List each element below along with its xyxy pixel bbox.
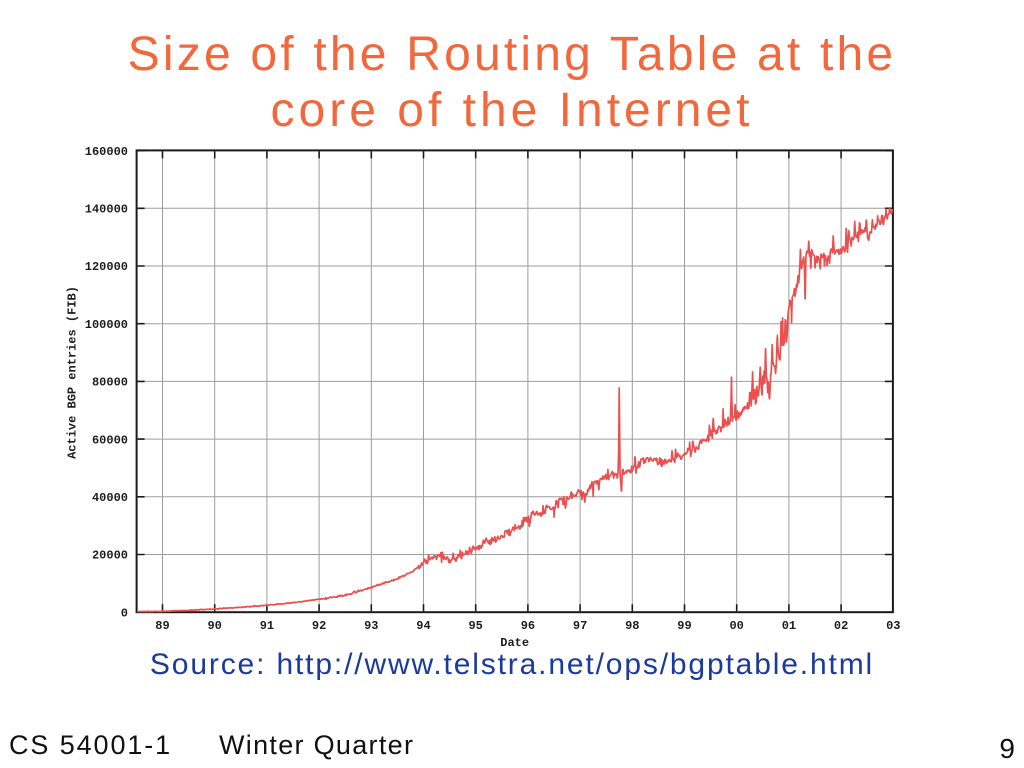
svg-text:160000: 160000 xyxy=(85,145,128,159)
svg-text:120000: 120000 xyxy=(85,260,128,274)
svg-text:20000: 20000 xyxy=(92,549,128,563)
svg-text:0: 0 xyxy=(121,606,128,620)
svg-text:95: 95 xyxy=(468,619,482,633)
svg-text:Active BGP entries (FIB): Active BGP entries (FIB) xyxy=(66,286,80,459)
svg-text:80000: 80000 xyxy=(92,376,128,390)
svg-text:140000: 140000 xyxy=(85,203,128,217)
svg-text:90: 90 xyxy=(207,619,221,633)
svg-text:97: 97 xyxy=(573,619,587,633)
svg-text:01: 01 xyxy=(782,619,796,633)
svg-text:Date: Date xyxy=(500,636,529,650)
svg-text:60000: 60000 xyxy=(92,433,128,447)
svg-text:89: 89 xyxy=(155,619,169,633)
svg-text:92: 92 xyxy=(312,619,326,633)
svg-text:99: 99 xyxy=(677,619,691,633)
svg-text:93: 93 xyxy=(364,619,378,633)
svg-text:100000: 100000 xyxy=(85,318,128,332)
svg-text:98: 98 xyxy=(625,619,639,633)
svg-text:03: 03 xyxy=(886,619,900,633)
svg-text:91: 91 xyxy=(260,619,274,633)
svg-text:00: 00 xyxy=(729,619,743,633)
svg-text:94: 94 xyxy=(416,619,430,633)
svg-text:96: 96 xyxy=(521,619,535,633)
svg-text:40000: 40000 xyxy=(92,491,128,505)
svg-text:02: 02 xyxy=(834,619,848,633)
